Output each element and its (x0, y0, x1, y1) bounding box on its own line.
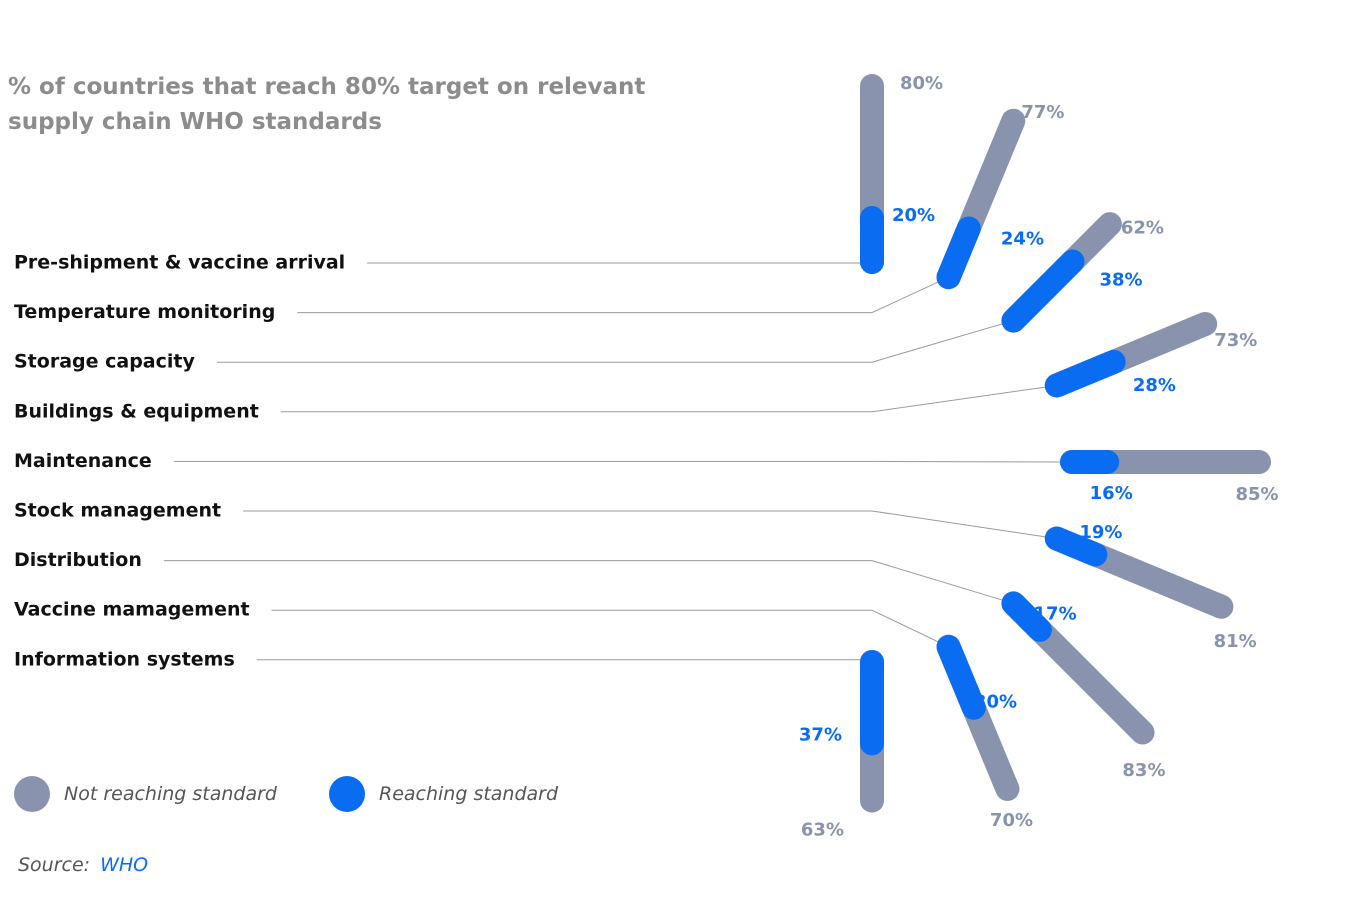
value-label-reaching-stock-management: 19% (1079, 522, 1122, 543)
connector-pre-shipment-vaccine-arrival (367, 262, 873, 264)
connector-distribution (163, 560, 1014, 604)
connector-vaccine-mamagement (271, 609, 949, 648)
value-label-reaching-temperature-monitoring: 24% (1001, 229, 1044, 250)
bar-reaching-distribution (1001, 591, 1052, 642)
bar-reaching-buildings-equipment (1044, 349, 1126, 398)
value-label-not-reaching-buildings-equipment: 73% (1214, 330, 1257, 351)
connector-lines (163, 262, 1073, 662)
bar-reaching-temperature-monitoring (936, 216, 981, 290)
value-label-reaching-maintenance: 16% (1090, 483, 1133, 504)
value-label-not-reaching-maintenance: 85% (1235, 484, 1278, 505)
legend-label-not-reaching: Not reaching standard (64, 783, 277, 805)
legend-swatch-not-reaching (14, 776, 50, 812)
value-label-reaching-pre-shipment-vaccine-arrival: 20% (892, 205, 935, 226)
connector-information-systems (256, 659, 873, 662)
connector-buildings-equipment (280, 384, 1057, 413)
bars (860, 74, 1271, 813)
legend-item-reaching: Reaching standard (329, 776, 558, 812)
value-label-not-reaching-temperature-monitoring: 77% (1021, 102, 1064, 123)
value-label-reaching-distribution: 17% (1034, 604, 1077, 625)
value-label-not-reaching-distribution: 83% (1122, 760, 1165, 781)
chart-title: % of countries that reach 80% target on … (8, 74, 646, 135)
value-label-not-reaching-information-systems: 63% (801, 820, 844, 841)
connector-maintenance (173, 460, 1073, 463)
value-label-not-reaching-stock-management: 81% (1214, 631, 1257, 652)
source-label: Source: (18, 854, 91, 876)
source-link[interactable]: WHO (100, 854, 149, 876)
legend-swatch-reaching (329, 776, 365, 812)
legend: Not reaching standard Reaching standard (14, 776, 610, 812)
category-label-distribution: Distribution (14, 549, 142, 571)
category-label-buildings-equipment: Buildings & equipment (14, 400, 259, 422)
value-label-reaching-buildings-equipment: 28% (1133, 375, 1176, 396)
value-label-reaching-information-systems: 37% (799, 724, 842, 745)
value-labels: 80% 20% 77% 24% 62% 38% 73% 28% 85% 16% 81% 19% 83% 1… (799, 73, 1279, 841)
legend-label-reaching: Reaching standard (379, 783, 559, 805)
category-labels: Pre-shipment & vaccine arrival Temperatur… (14, 252, 345, 671)
category-label-temperature-monitoring: Temperature monitoring (14, 301, 275, 323)
legend-item-not-reaching: Not reaching standard (14, 776, 277, 812)
value-label-not-reaching-pre-shipment-vaccine-arrival: 80% (900, 73, 943, 94)
value-label-reaching-storage-capacity: 38% (1100, 269, 1143, 290)
connector-stock-management (243, 510, 1057, 540)
value-label-not-reaching-vaccine-mamagement: 70% (990, 810, 1033, 831)
category-label-maintenance: Maintenance (14, 450, 152, 472)
source-note: Source: WHO (18, 854, 148, 876)
bar-reaching-stock-management (1044, 526, 1108, 567)
category-label-storage-capacity: Storage capacity (14, 351, 195, 373)
category-label-pre-shipment-vaccine-arrival: Pre-shipment & vaccine arrival (14, 252, 345, 274)
category-label-information-systems: Information systems (14, 648, 235, 670)
category-label-stock-management: Stock management (14, 500, 221, 522)
value-label-not-reaching-storage-capacity: 62% (1121, 218, 1164, 239)
category-label-vaccine-mamagement: Vaccine mamagement (14, 599, 250, 621)
connector-storage-capacity (216, 320, 1014, 363)
bar-reaching-storage-capacity (1001, 249, 1085, 333)
connector-temperature-monitoring (297, 276, 949, 314)
bar-reaching-vaccine-mamagement (936, 634, 986, 720)
value-label-reaching-vaccine-mamagement: 30% (974, 691, 1017, 712)
